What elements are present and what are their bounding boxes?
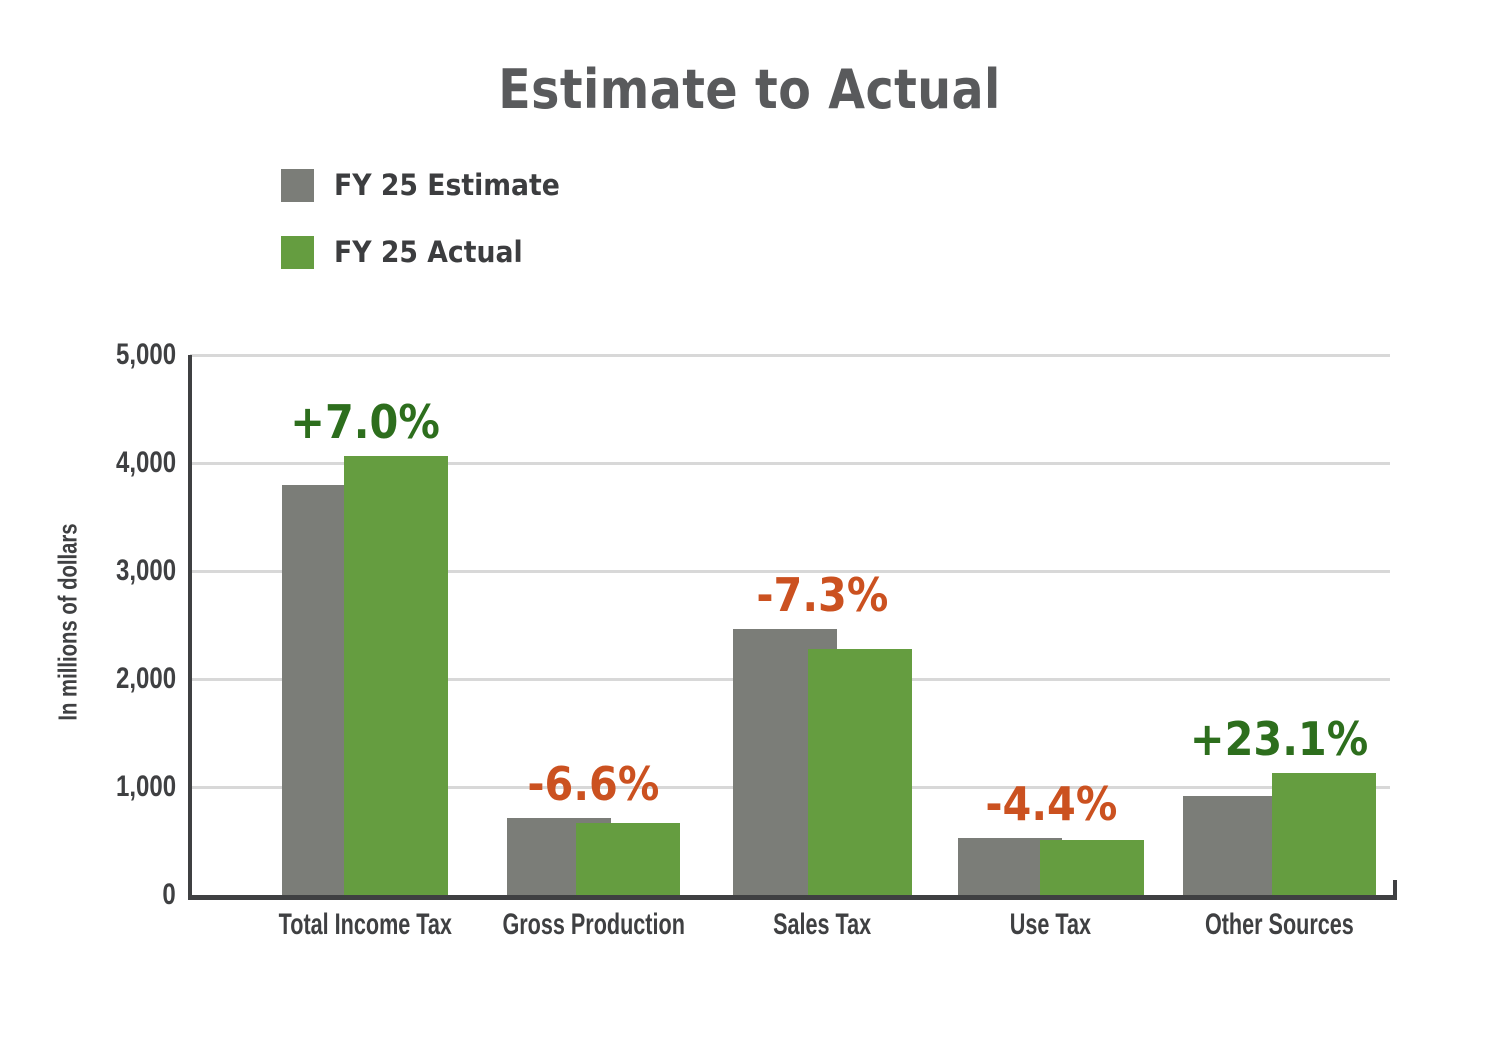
chart-title-text: Estimate to Actual <box>498 58 1002 121</box>
legend-swatch-actual <box>281 235 314 269</box>
gridline-3000 <box>190 569 1390 573</box>
category-label-2: Sales Tax <box>773 908 872 941</box>
bar-actual-0 <box>344 455 448 895</box>
bar-actual-1 <box>576 822 680 895</box>
gridline-4000 <box>190 461 1390 465</box>
change-label-3: -4.4% <box>984 776 1117 831</box>
bar-actual-3 <box>1040 840 1144 895</box>
legend-swatch-estimate <box>281 168 314 202</box>
change-label-0: +7.0% <box>290 394 440 449</box>
x-axis-end-tick <box>1393 880 1397 895</box>
x-axis-line <box>188 895 1397 900</box>
bar-actual-2 <box>808 648 912 895</box>
y-tick-label-0: 0 <box>162 878 176 911</box>
category-label-3: Use Tax <box>1010 908 1092 941</box>
gridline-5000 <box>190 353 1390 357</box>
y-tick-label-1000: 1,000 <box>115 770 176 803</box>
y-axis-line <box>188 355 192 895</box>
chart-title: Estimate to Actual <box>0 58 1500 121</box>
legend: FY 25 Estimate FY 25 Actual <box>281 168 580 302</box>
change-label-1: -6.6% <box>527 756 660 811</box>
y-tick-label-4000: 4,000 <box>115 446 176 479</box>
change-label-4: +23.1% <box>1190 711 1369 766</box>
y-tick-label-2000: 2,000 <box>115 662 176 695</box>
bar-estimate-4 <box>1183 795 1287 895</box>
legend-label-actual: FY 25 Actual <box>334 235 523 269</box>
legend-item-estimate[interactable]: FY 25 Estimate <box>281 168 580 202</box>
y-tick-label-5000: 5,000 <box>115 338 176 371</box>
legend-label-estimate: FY 25 Estimate <box>334 168 560 202</box>
category-label-4: Other Sources <box>1205 908 1354 941</box>
legend-item-actual[interactable]: FY 25 Actual <box>281 235 580 269</box>
category-label-1: Gross Production <box>502 908 685 941</box>
y-tick-label-3000: 3,000 <box>115 554 176 587</box>
change-label-2: -7.3% <box>756 568 889 623</box>
bar-actual-4 <box>1272 772 1376 895</box>
category-label-0: Total Income Tax <box>278 908 452 941</box>
